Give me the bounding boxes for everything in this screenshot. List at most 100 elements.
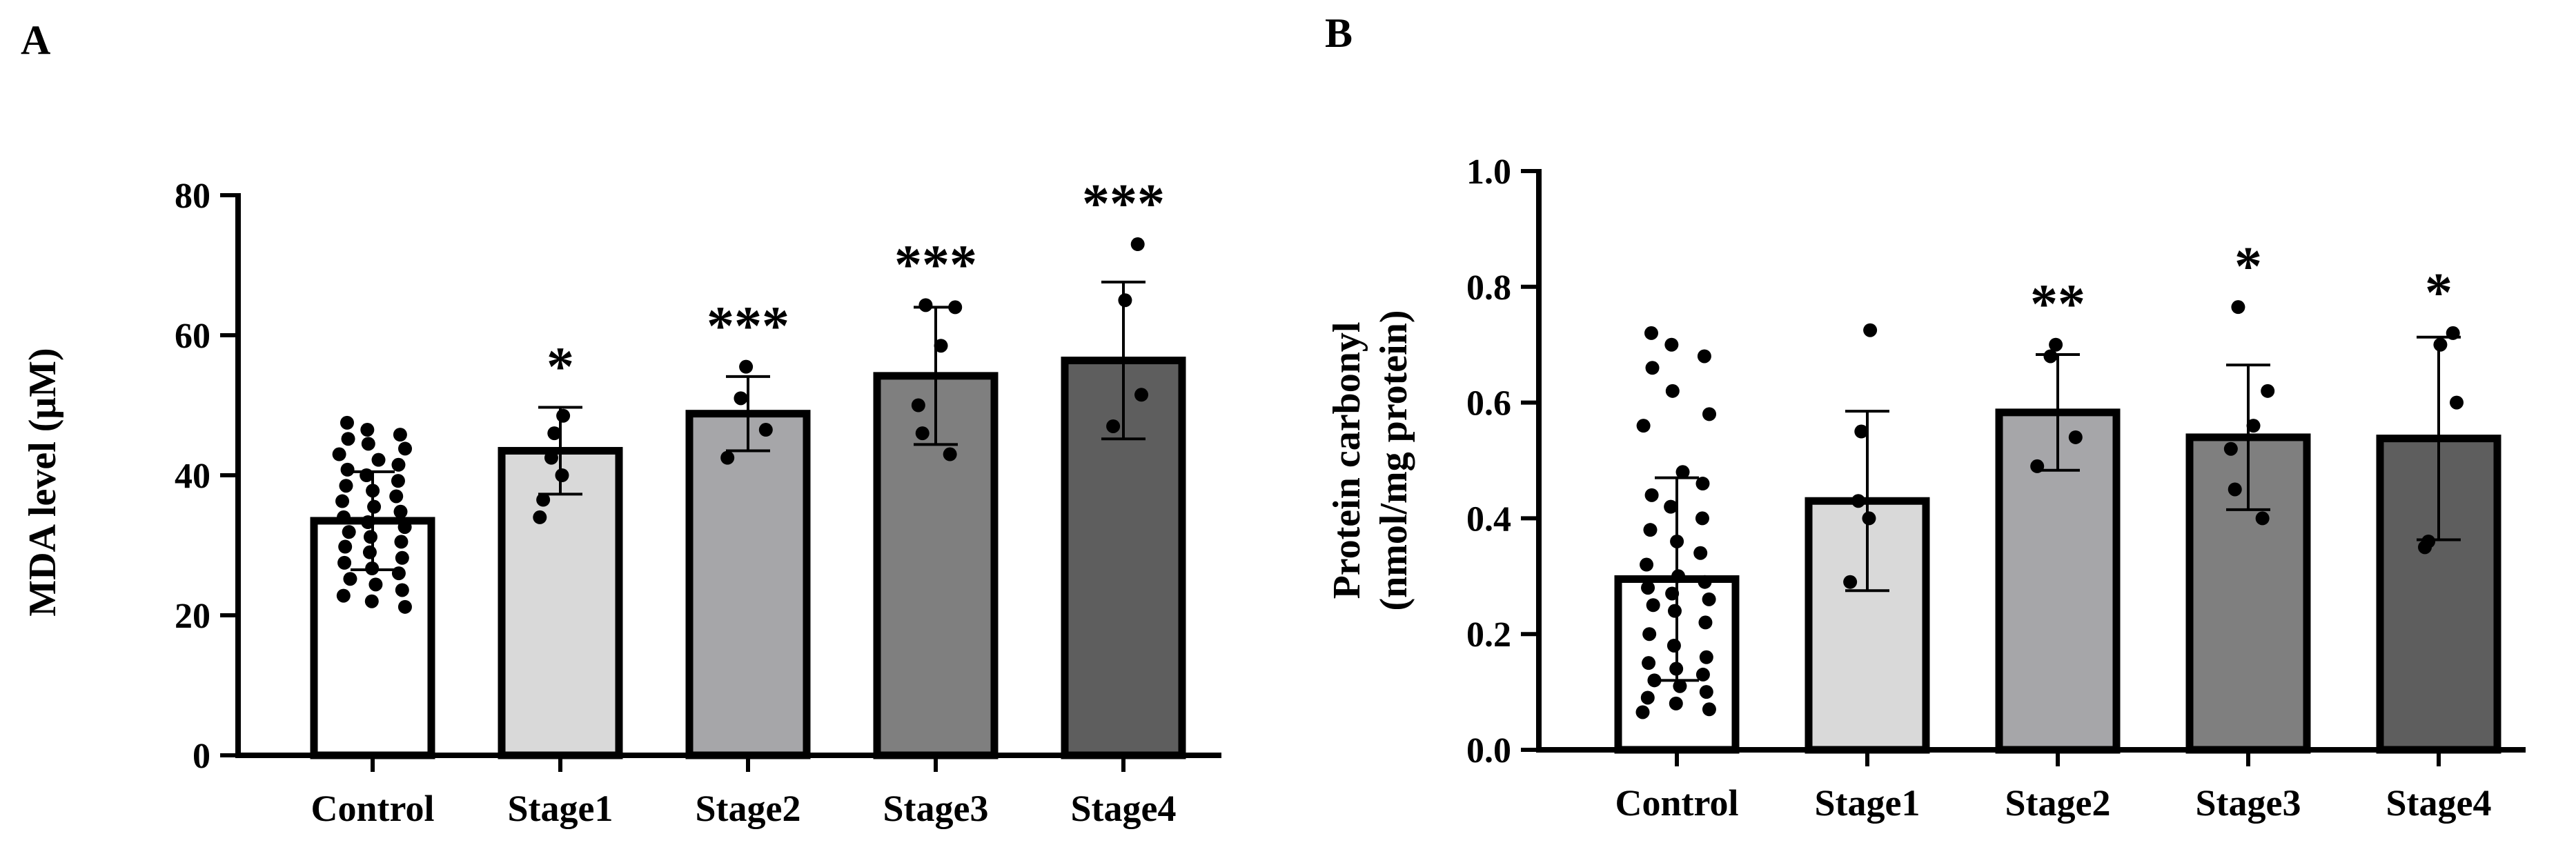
data-point bbox=[918, 298, 933, 312]
data-point bbox=[391, 474, 405, 488]
data-point bbox=[1664, 337, 1679, 352]
data-point bbox=[389, 489, 404, 504]
data-point bbox=[364, 594, 379, 608]
data-point bbox=[544, 450, 558, 465]
data-point bbox=[1643, 523, 1658, 537]
data-point bbox=[1863, 323, 1878, 337]
data-point bbox=[397, 520, 412, 535]
data-point bbox=[1645, 361, 1660, 375]
panel-label: A bbox=[21, 17, 50, 63]
data-point bbox=[2043, 349, 2058, 364]
y-tick-label: 0.2 bbox=[1466, 615, 1511, 655]
data-point bbox=[1640, 557, 1654, 572]
data-point bbox=[2433, 337, 2448, 352]
data-point bbox=[338, 539, 353, 554]
y-axis-title: MDA level (μM) bbox=[21, 348, 64, 616]
data-point bbox=[911, 398, 925, 412]
data-point bbox=[536, 493, 551, 507]
data-point bbox=[337, 510, 351, 524]
panel-label: B bbox=[1325, 10, 1353, 56]
data-point bbox=[2228, 482, 2242, 497]
data-point bbox=[734, 391, 748, 406]
data-point bbox=[341, 432, 355, 446]
y-tick-label: 0.8 bbox=[1466, 268, 1511, 308]
significance-label: * bbox=[2234, 237, 2262, 297]
y-axis-title: Protein carbonyl bbox=[1326, 322, 1368, 599]
data-point bbox=[363, 530, 377, 544]
data-point bbox=[1702, 407, 1717, 421]
data-point bbox=[1635, 705, 1650, 719]
data-point bbox=[758, 423, 773, 437]
data-point bbox=[1130, 237, 1145, 252]
data-point bbox=[2418, 540, 2432, 555]
data-point bbox=[1134, 388, 1149, 402]
data-point bbox=[335, 494, 350, 508]
data-point bbox=[2223, 441, 2238, 456]
y-tick-label: 0 bbox=[193, 737, 210, 776]
data-point bbox=[1702, 592, 1716, 606]
data-point bbox=[397, 599, 412, 614]
data-point bbox=[391, 566, 406, 581]
data-point bbox=[555, 468, 569, 482]
significance-label: *** bbox=[707, 297, 789, 357]
data-point bbox=[360, 423, 375, 437]
data-point bbox=[332, 447, 346, 461]
data-point bbox=[739, 359, 754, 374]
data-point bbox=[1640, 690, 1655, 705]
data-point bbox=[1642, 656, 1656, 670]
x-tick-label-control: Control bbox=[311, 788, 434, 829]
data-point bbox=[1699, 685, 1713, 699]
significance-label: * bbox=[2425, 263, 2452, 324]
x-tick-label-stage4: Stage4 bbox=[2386, 782, 2492, 824]
data-point bbox=[1644, 488, 1659, 502]
data-point bbox=[1106, 419, 1121, 433]
y-axis-title-line2: (nmol/mg protein) bbox=[1373, 310, 1415, 610]
data-point bbox=[547, 426, 562, 441]
data-point bbox=[393, 428, 407, 442]
data-point bbox=[1862, 511, 1876, 526]
data-point bbox=[393, 504, 408, 519]
data-point bbox=[1673, 679, 1687, 693]
data-point bbox=[395, 550, 409, 565]
data-point bbox=[720, 450, 735, 465]
data-point bbox=[1697, 349, 1711, 364]
data-point bbox=[1636, 419, 1651, 433]
data-point bbox=[1641, 581, 1655, 595]
data-point bbox=[915, 426, 930, 441]
data-point bbox=[367, 499, 382, 514]
x-tick-label-stage1: Stage1 bbox=[508, 788, 613, 829]
data-point bbox=[339, 479, 353, 493]
bar-stage1 bbox=[498, 446, 623, 759]
data-point bbox=[1669, 696, 1683, 710]
data-point bbox=[340, 415, 354, 430]
data-point bbox=[1699, 650, 1713, 664]
data-point bbox=[2068, 430, 2083, 444]
data-point bbox=[533, 510, 547, 524]
data-point bbox=[368, 577, 383, 592]
data-point bbox=[2255, 511, 2270, 526]
data-point bbox=[336, 588, 351, 603]
y-tick-label: 40 bbox=[175, 457, 210, 496]
data-point bbox=[1698, 615, 1713, 630]
data-point bbox=[1647, 673, 1662, 688]
data-point bbox=[1646, 598, 1660, 613]
data-point bbox=[394, 535, 409, 549]
y-tick-label: 0.6 bbox=[1466, 384, 1511, 424]
significance-label: ** bbox=[2030, 275, 2085, 335]
data-point bbox=[361, 437, 375, 451]
data-point bbox=[556, 408, 571, 423]
data-point bbox=[1695, 511, 1709, 526]
data-point bbox=[1644, 326, 1658, 340]
significance-label: *** bbox=[1082, 174, 1165, 235]
data-point bbox=[340, 462, 355, 477]
data-point bbox=[1698, 575, 1712, 589]
data-point bbox=[2450, 395, 2464, 410]
data-point bbox=[934, 339, 948, 353]
y-tick-label: 20 bbox=[175, 597, 210, 636]
data-point bbox=[1851, 494, 1865, 508]
data-point bbox=[2049, 337, 2063, 352]
significance-label: * bbox=[547, 337, 574, 398]
data-point bbox=[1854, 424, 1869, 439]
